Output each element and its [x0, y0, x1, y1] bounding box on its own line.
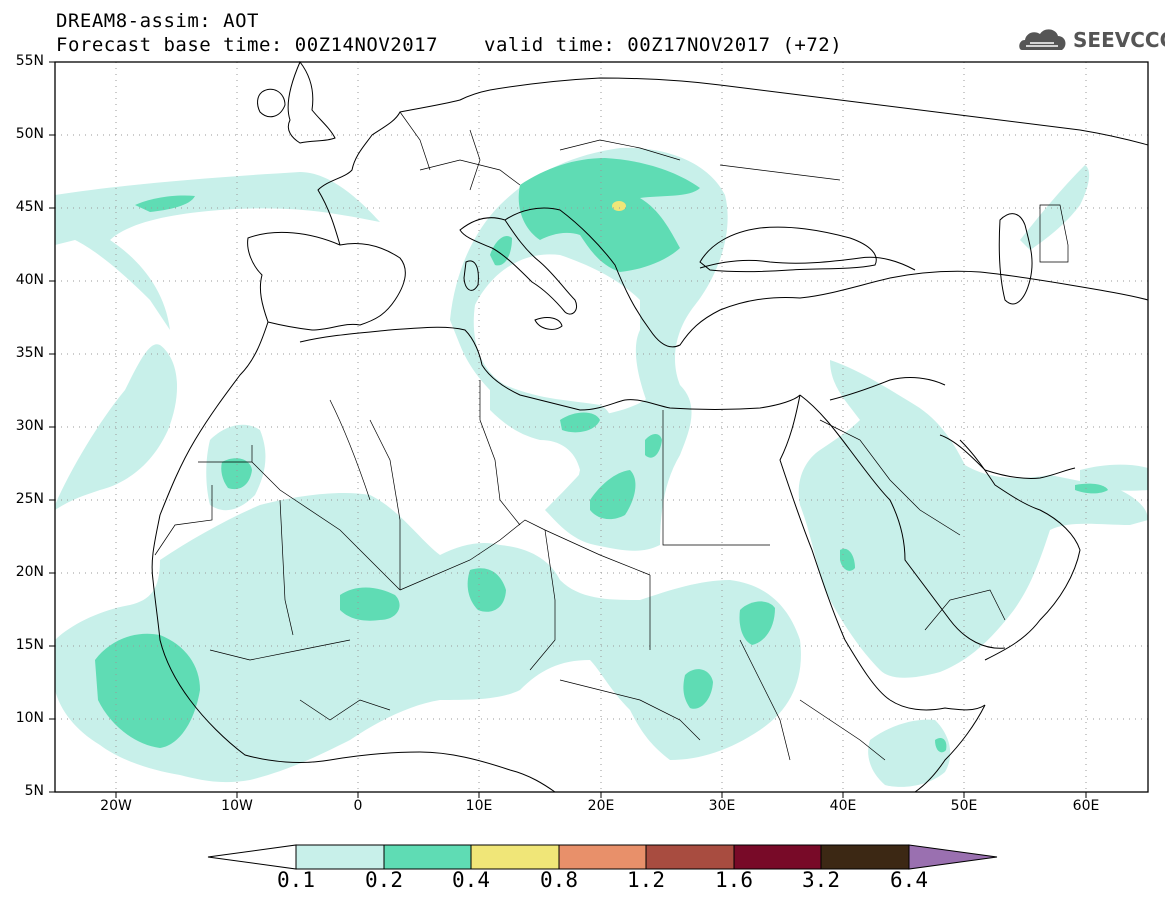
aot-field-mid [95, 158, 1108, 753]
lat-label: 40N [15, 272, 44, 288]
lat-label: 45N [15, 199, 44, 215]
lon-label: 30E [708, 798, 736, 814]
lon-label: 20W [100, 798, 132, 814]
lon-label: 0 [353, 798, 363, 814]
colorbar-swatch-2 [470, 844, 560, 870]
colorbar-high-arrow [908, 844, 998, 870]
graticule [55, 62, 1148, 792]
lon-label: 50E [950, 798, 978, 814]
colorbar-label: 0.1 [277, 868, 315, 892]
lat-label: 50N [15, 126, 44, 142]
colorbar-label: 6.4 [890, 868, 928, 892]
colorbar-swatch-3 [558, 844, 647, 870]
lat-label: 35N [15, 345, 44, 361]
colorbar-swatch-6 [820, 844, 910, 870]
country-borders [154, 111, 1069, 761]
lat-label: 10N [15, 710, 44, 726]
colorbar-swatch-0 [295, 844, 385, 870]
seevccc-logo-icon [1019, 29, 1066, 50]
colorbar-label: 0.4 [452, 868, 490, 892]
coastlines [151, 61, 1149, 793]
lon-label: 60E [1072, 798, 1100, 814]
colorbar-label: 1.2 [627, 868, 665, 892]
lon-label: 40E [829, 798, 857, 814]
lat-label: 15N [15, 637, 44, 653]
colorbar-label: 1.6 [715, 868, 753, 892]
lat-label: 20N [15, 564, 44, 580]
valid-time: valid time: 00Z17NOV2017 (+72) [484, 34, 843, 56]
lon-label: 20E [587, 798, 615, 814]
lat-label: 55N [15, 53, 44, 69]
logo-text: SEEVCCC [1073, 28, 1165, 52]
map-title: DREAM8-assim: AOT [56, 10, 259, 32]
forecast-base-time: Forecast base time: 00Z14NOV2017 [56, 34, 439, 56]
colorbar-label: 0.2 [365, 868, 403, 892]
aot-field-high [612, 201, 626, 211]
colorbar-swatch-4 [645, 844, 735, 870]
lat-label: 30N [15, 418, 44, 434]
colorbar-label: 3.2 [802, 868, 840, 892]
colorbar-swatch-1 [383, 844, 472, 870]
colorbar-label: 0.8 [540, 868, 578, 892]
lon-label: 10W [221, 798, 253, 814]
colorbar [207, 844, 998, 870]
colorbar-swatch-5 [733, 844, 822, 870]
lat-label: 5N [24, 783, 44, 799]
lat-label: 25N [15, 491, 44, 507]
colorbar-low-arrow [207, 844, 297, 870]
lon-label: 10E [465, 798, 493, 814]
